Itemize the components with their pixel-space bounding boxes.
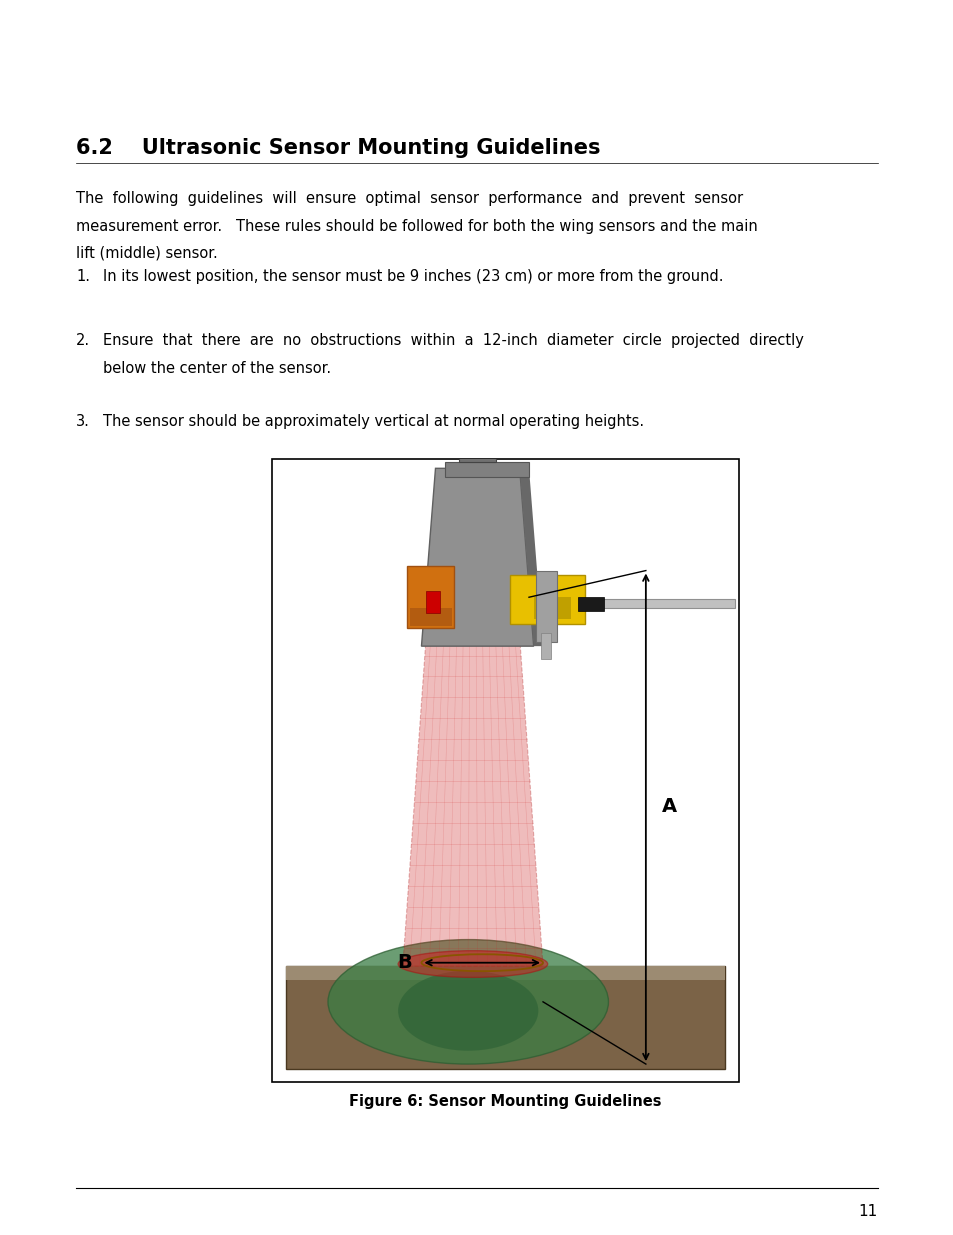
Text: 11: 11	[858, 1204, 877, 1219]
Text: B: B	[397, 953, 412, 972]
Bar	[510, 576, 584, 624]
Text: lift (middle) sensor.: lift (middle) sensor.	[76, 246, 218, 261]
Polygon shape	[286, 966, 724, 979]
Text: A: A	[661, 797, 677, 815]
Text: 1.: 1.	[76, 269, 91, 284]
Bar	[426, 590, 439, 613]
Bar	[473, 438, 479, 452]
Ellipse shape	[328, 940, 608, 1065]
Text: 6.2    Ultrasonic Sensor Mounting Guidelines: 6.2 Ultrasonic Sensor Mounting Guideline…	[76, 138, 600, 158]
Text: The  following  guidelines  will  ensure  optimal  sensor  performance  and  pre: The following guidelines will ensure opt…	[76, 191, 742, 206]
Polygon shape	[286, 966, 724, 1068]
Polygon shape	[519, 468, 542, 646]
Text: Figure 6: Sensor Mounting Guidelines: Figure 6: Sensor Mounting Guidelines	[349, 1094, 661, 1109]
Polygon shape	[402, 571, 542, 966]
Text: below the center of the sensor.: below the center of the sensor.	[103, 361, 331, 375]
Bar	[557, 599, 734, 609]
Bar	[578, 598, 603, 611]
Text: The sensor should be approximately vertical at normal operating heights.: The sensor should be approximately verti…	[103, 414, 643, 429]
Ellipse shape	[397, 951, 547, 977]
Bar	[410, 609, 452, 626]
Bar	[407, 566, 454, 629]
Bar	[533, 598, 571, 620]
Bar	[458, 451, 496, 462]
Bar	[272, 459, 739, 1082]
Bar	[540, 632, 551, 659]
Text: measurement error.   These rules should be followed for both the wing sensors an: measurement error. These rules should be…	[76, 219, 758, 233]
Text: 2.: 2.	[76, 333, 91, 348]
Ellipse shape	[397, 971, 537, 1051]
Text: 3.: 3.	[76, 414, 91, 429]
Bar	[444, 462, 528, 477]
Text: Ensure  that  there  are  no  obstructions  within  a  12-inch  diameter  circle: Ensure that there are no obstructions wi…	[103, 333, 803, 348]
Text: In its lowest position, the sensor must be 9 inches (23 cm) or more from the gro: In its lowest position, the sensor must …	[103, 269, 722, 284]
Bar	[536, 571, 557, 642]
Polygon shape	[421, 468, 533, 646]
